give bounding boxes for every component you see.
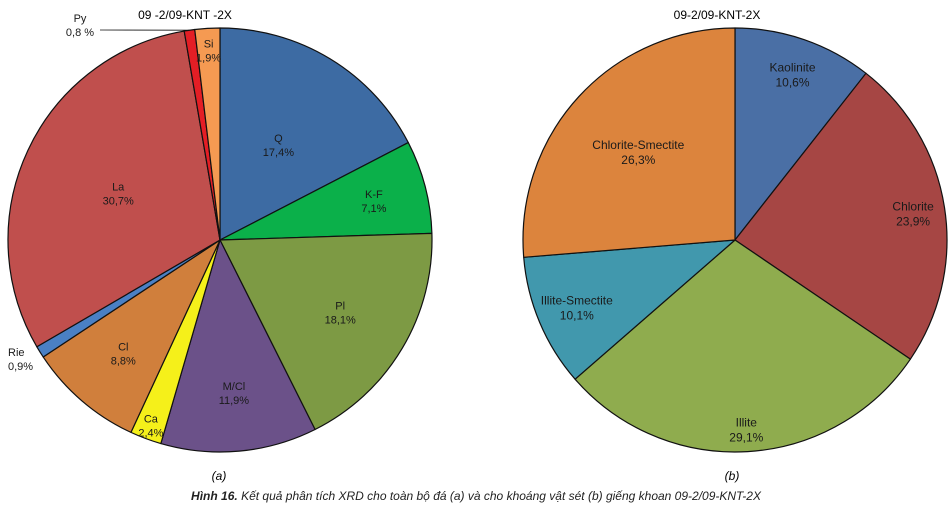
slice-label-si: Si — [204, 39, 214, 51]
slice-value-q: 17,4% — [263, 147, 294, 159]
figure-caption: Hình 16. Kết quả phân tích XRD cho toàn … — [0, 489, 952, 503]
pie-slice-illite-smectite — [523, 239, 736, 380]
pie-slice-cl — [42, 239, 221, 433]
slice-label-illite: Illite — [736, 415, 758, 429]
figure-canvas: 09 -2/09-KNT -2X 09-2/09-KNT-2X Q 17,4% K-… — [7, 8, 948, 483]
pie-slice-q — [219, 27, 409, 241]
slice-label-k-f: K-F — [365, 189, 383, 201]
slice-label-ca: Ca — [144, 414, 159, 426]
slice-value-py: 0,8 % — [66, 27, 94, 39]
slice-value-illite: 29,1% — [729, 430, 763, 444]
pie-slice-chlorite-smectite — [522, 27, 736, 258]
pie-slice-chlorite — [734, 72, 948, 360]
chart-b-sublabel: (b) — [725, 469, 740, 483]
slice-value-k-f: 7,1% — [361, 203, 386, 215]
slice-label-q: Q — [274, 133, 283, 145]
pie-slice-pl — [219, 232, 433, 431]
pie-slice-kaolinite — [734, 27, 867, 241]
pie-slice-la — [7, 30, 221, 348]
slice-label-illite-smectite: Illite-Smectite — [541, 294, 613, 308]
slice-label-kaolinite: Kaolinite — [769, 61, 815, 75]
chart-a-sublabel: (a) — [212, 469, 227, 483]
slice-value-m-cl: 11,9% — [219, 395, 250, 407]
chart-b-title: 09-2/09-KNT-2X — [674, 8, 761, 22]
pie-slice-illite — [574, 239, 911, 453]
slice-value-cl: 8,8% — [111, 356, 136, 368]
pie-slice-m-cl — [160, 239, 316, 453]
slice-label-cl: Cl — [118, 342, 128, 354]
slice-value-si: 1,9% — [196, 53, 221, 65]
slice-label-chlorite-smectite: Chlorite-Smectite — [592, 138, 684, 152]
caption-number: Hình 16. — [191, 489, 238, 503]
pie-slice-si — [194, 27, 221, 241]
slice-value-ca: 2,4% — [138, 428, 163, 440]
pie-b-slices — [522, 27, 948, 453]
slice-value-la: 30,7% — [103, 196, 134, 208]
pie-a-slices — [7, 27, 433, 453]
slice-label-la: La — [112, 182, 125, 194]
pie-a-labels: Q 17,4% K-F 7,1% Pl 18,1% M/Cl 11,9% Ca 2,4% Cl 8,8… — [8, 13, 387, 440]
slice-value-illite-smectite: 10,1% — [560, 309, 594, 323]
slice-label-chlorite: Chlorite — [892, 199, 934, 213]
slice-label-rie: Rie — [8, 347, 25, 359]
slice-label-pl: Pl — [335, 301, 345, 313]
slice-value-chlorite-smectite: 26,3% — [621, 153, 655, 167]
caption-text: Kết quả phân tích XRD cho toàn bộ đá (a)… — [241, 489, 761, 503]
chart-a-title: 09 -2/09-KNT -2X — [138, 8, 232, 22]
slice-value-kaolinite: 10,6% — [775, 76, 809, 90]
slice-value-pl: 18,1% — [325, 315, 356, 327]
slice-value-chlorite: 23,9% — [896, 214, 930, 228]
slice-label-m-cl: M/Cl — [223, 381, 246, 393]
slice-label-py: Py — [74, 13, 87, 25]
pie-chart-a: Q 17,4% K-F 7,1% Pl 18,1% M/Cl 11,9% Ca 2,4% Cl 8,8… — [7, 13, 433, 453]
slice-value-rie: 0,9% — [8, 361, 33, 373]
